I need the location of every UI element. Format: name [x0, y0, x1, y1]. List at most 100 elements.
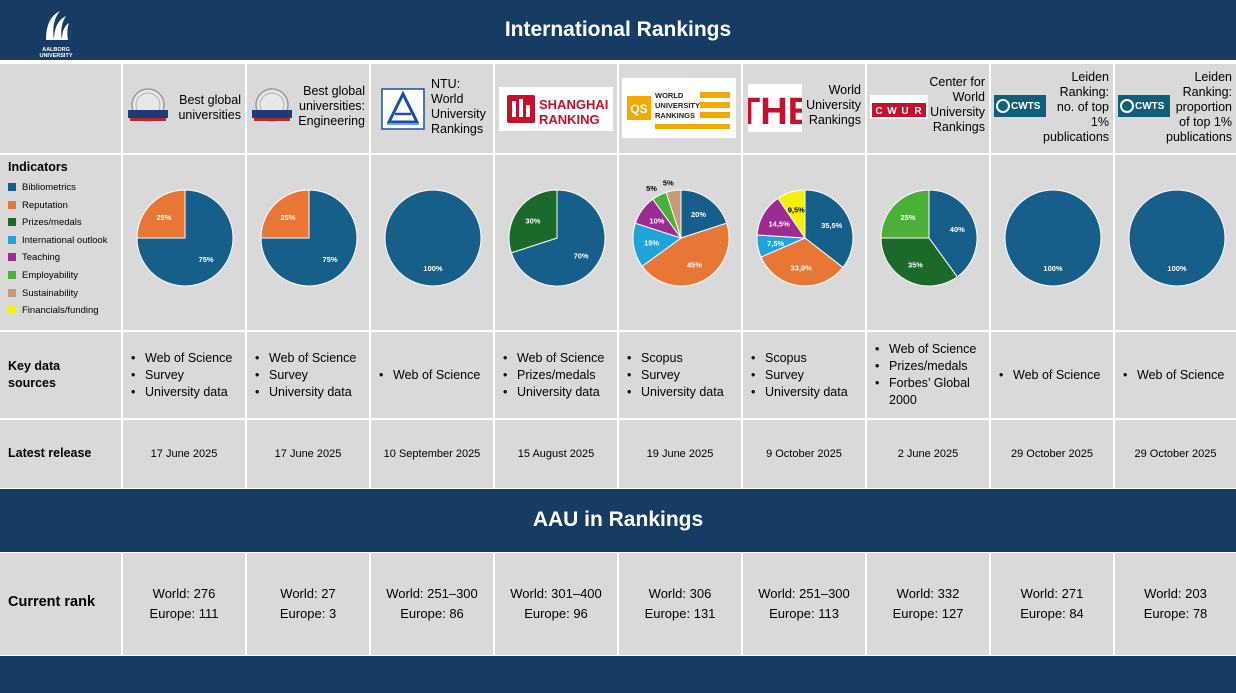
pie-label: 25% — [280, 213, 295, 222]
legend-item: Financials/funding — [8, 305, 99, 317]
sources-wrap: Web of ScienceSurveyUniversity data — [247, 332, 369, 418]
svg-text:SHANGHAI: SHANGHAI — [539, 97, 608, 112]
ranking-header-2: Best global universities: Engineering — [247, 64, 369, 153]
source-item: University data — [499, 384, 604, 401]
legend-swatch — [8, 183, 16, 191]
release-date: 10 September 2025 — [383, 448, 481, 460]
ranking-header-5: QS WORLDUNIVERSITYRANKINGSWORLD UNIVERSIT… — [619, 64, 741, 153]
ranking-header-8: CWTS Leiden Ranking: no. of top 1% public… — [991, 64, 1113, 153]
ranking-indicators-7: 40% 35% 25% — [867, 155, 989, 330]
europe-rank: Europe: 131 — [644, 606, 716, 621]
usnews-icon — [252, 88, 292, 122]
ranking-indicators-6: 35,5% 33,0% 7,5% 14,5% 9,5% — [743, 155, 865, 330]
legend-item: International outlook — [8, 235, 108, 247]
aau-logo-text: AALBORG UNIVERSITY — [39, 47, 73, 59]
pie-label: 5% — [663, 179, 674, 188]
ranking-indicators-4: 70% 30% — [495, 155, 617, 330]
legend-label: Reputation — [22, 199, 68, 211]
europe-rank: Europe: 84 — [1020, 606, 1084, 621]
pie-label: 9,5% — [788, 206, 805, 215]
source-item: Prizes/medals — [499, 367, 604, 384]
pie-slice — [680, 189, 728, 239]
ranking-sources-8: Web of Science — [991, 332, 1113, 418]
pie-label: 15% — [644, 239, 659, 248]
rank-wrap: World: 276 Europe: 111 — [123, 584, 245, 624]
legend-item: Teaching — [8, 252, 60, 264]
rank-wrap: World: 306 Europe: 131 — [619, 584, 741, 624]
usnews-icon — [128, 88, 168, 122]
release-date: 17 June 2025 — [274, 448, 342, 460]
svg-text:U: U — [901, 106, 908, 117]
pie-label: 35% — [908, 261, 923, 270]
ntu-icon — [381, 88, 425, 130]
legend-label: Employability — [22, 270, 78, 281]
ranking-header-4: SHANGHAIRANKINGSHANGHAI RANKING — [495, 64, 617, 153]
source-item: University data — [127, 384, 232, 401]
source-item: Web of Science — [995, 367, 1100, 384]
europe-rank: Europe: 113 — [769, 606, 839, 621]
pie-slice — [804, 189, 854, 269]
source-item: Scopus — [747, 350, 848, 367]
ranking-release-3: 10 September 2025 — [371, 420, 493, 488]
source-item: Survey — [127, 367, 232, 384]
legend-label: Prizes/medals — [22, 217, 82, 229]
rank-wrap: World: 203 Europe: 78 — [1115, 584, 1236, 624]
legend-item: Prizes/medals — [8, 217, 82, 229]
pie-slice — [1004, 189, 1102, 287]
ranking-indicators-3: 100% — [371, 155, 493, 330]
world-rank: World: 27 — [280, 586, 336, 601]
ranking-current-8: World: 271 Europe: 84 — [991, 553, 1113, 655]
ranking-name: Center for World University Rankings — [929, 75, 985, 134]
pie-chart: 100% — [1128, 189, 1226, 287]
europe-rank: Europe: 127 — [892, 606, 964, 621]
world-rank: World: 251–300 — [758, 586, 850, 601]
sources-wrap: Web of ScienceSurveyUniversity data — [123, 332, 245, 418]
pie-slice — [665, 189, 682, 239]
rank-wrap: World: 301–400 Europe: 96 — [495, 584, 617, 624]
cwts-logo: CWTS — [1118, 95, 1170, 117]
legend-swatch — [8, 235, 16, 244]
europe-rank: Europe: 78 — [1143, 606, 1208, 621]
aau-logo: AALBORG UNIVERSITY — [36, 8, 76, 59]
source-item: Web of Science — [127, 350, 232, 367]
pie-label: 100% — [1043, 264, 1063, 273]
ranking-current-5: World: 306 Europe: 131 — [619, 553, 741, 655]
ranking-name: World University Rankings — [806, 83, 861, 127]
rank-wrap: World: 332 Europe: 127 — [867, 584, 989, 624]
legend-label: Financials/funding — [22, 305, 99, 317]
legend-label: Bibliometrics — [22, 182, 76, 193]
sources-wrap: Web of Science — [991, 332, 1113, 418]
source-item: Web of Science — [375, 367, 480, 384]
ranking-name: Leiden Ranking: no. of top 1% publicatio… — [1043, 70, 1110, 144]
pie-label: 45% — [687, 261, 702, 270]
pie-slice — [880, 237, 958, 287]
ranking-indicators-9: 100% — [1115, 155, 1236, 330]
pie-label: 40% — [950, 225, 965, 234]
svg-text:C: C — [875, 106, 882, 117]
sources-list: Web of SciencePrizes/medalsUniversity da… — [499, 350, 604, 401]
section-title: AAU in Rankings — [532, 508, 704, 531]
pie-label: 33,0% — [791, 264, 813, 273]
pie-chart: 100% — [384, 189, 482, 287]
pie-label: 25% — [900, 213, 915, 222]
pie-slice — [880, 189, 930, 239]
ranking-release-8: 29 October 2025 — [991, 420, 1113, 488]
ranking-sources-4: Web of SciencePrizes/medalsUniversity da… — [495, 332, 617, 418]
pie-label: 20% — [691, 210, 706, 219]
source-item: University data — [623, 384, 724, 401]
source-item: Web of Science — [499, 350, 604, 367]
row-label-cell — [0, 64, 121, 153]
ranking-header-9: CWTS Leiden Ranking: proportion of top 1%… — [1115, 64, 1236, 153]
source-item: Survey — [747, 367, 848, 384]
page-title: International Rankings — [504, 18, 732, 41]
sources-list: Web of SciencePrizes/medalsForbes’ Globa… — [871, 341, 989, 409]
row-label-latest-release: Latest release — [8, 446, 92, 460]
svg-text:CWTS: CWTS — [1011, 101, 1041, 112]
ranking-current-2: World: 27 Europe: 3 — [247, 553, 369, 655]
row-label-indicators: Indicators — [8, 160, 68, 174]
europe-rank: Europe: 3 — [279, 606, 337, 621]
world-rank: World: 306 — [648, 586, 712, 601]
legend-swatch — [8, 200, 16, 209]
rank-wrap: World: 251–300 Europe: 86 — [371, 584, 493, 624]
